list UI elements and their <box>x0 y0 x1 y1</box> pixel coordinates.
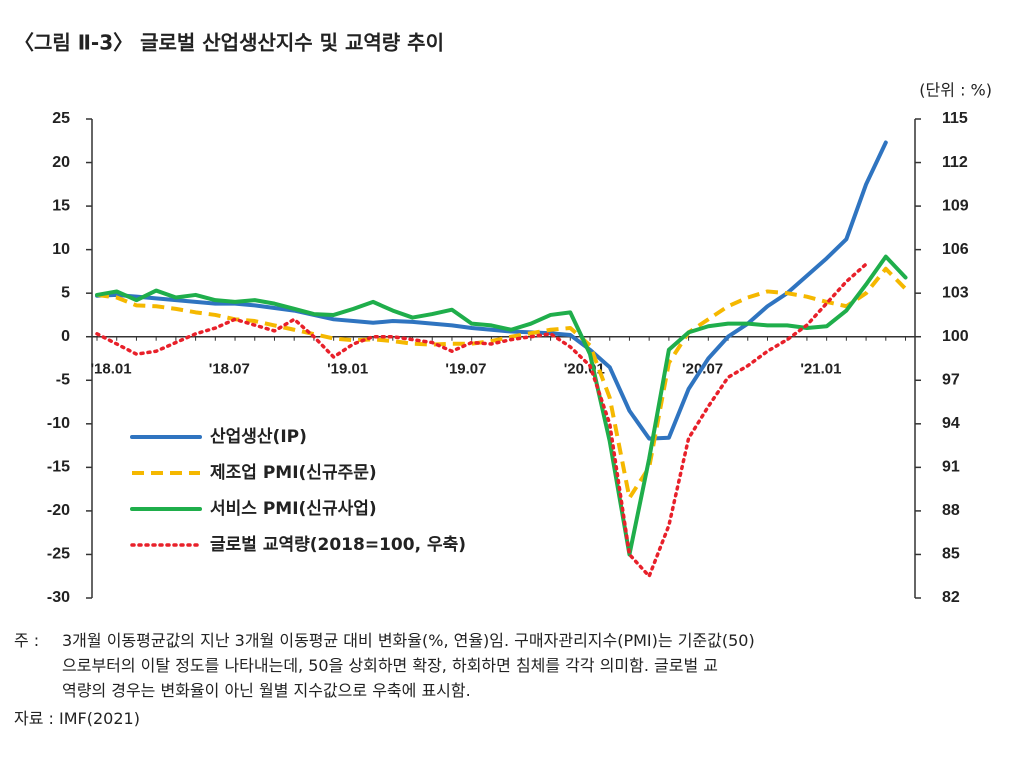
y-tick-label: 20 <box>52 154 70 171</box>
y-tick-label: -20 <box>47 502 70 519</box>
y2-tick-label: 109 <box>942 197 969 214</box>
series-line <box>95 262 868 578</box>
chart: 〈그림 Ⅱ-3〉 글로벌 산업생산지수 및 교역량 추이 (단위 : %) -3… <box>14 31 992 607</box>
legend-label: 글로벌 교역량(2018=100, 우축) <box>210 535 466 555</box>
series-line <box>96 266 907 500</box>
y-tick-label: -15 <box>47 459 70 476</box>
y-tick-label: -30 <box>47 589 70 606</box>
note-label: 주 : <box>14 631 40 650</box>
x-tick-label: '18.07 <box>209 361 250 378</box>
unit-label: (단위 : %) <box>919 81 992 100</box>
y2-tick-label: 82 <box>942 589 960 606</box>
x-tick-label: '19.07 <box>445 361 486 378</box>
x-tick-label: '18.01 <box>90 361 131 378</box>
note-line: 으로부터의 이탈 정도를 나타내는데, 50을 상회하면 확장, 하회하면 침체… <box>62 656 719 675</box>
series-line <box>95 254 908 557</box>
y-tick-label: 25 <box>52 110 70 127</box>
y2-tick-label: 97 <box>942 371 960 388</box>
source: 자료 : IMF(2021) <box>14 709 140 728</box>
note-line: 3개월 이동평균값의 지난 3개월 이동평균 대비 변화율(%, 연율)임. 구… <box>62 631 755 650</box>
y-tick-label: 10 <box>52 241 70 258</box>
y2-tick-label: 112 <box>942 154 968 171</box>
y2-tick-label: 85 <box>942 546 960 563</box>
legend-label: 제조업 PMI(신규주문) <box>210 463 377 483</box>
y-tick-label: -25 <box>47 546 70 563</box>
x-tick-label: '19.01 <box>327 361 368 378</box>
series-line <box>95 140 888 441</box>
x-tick-label: '21.01 <box>800 361 841 378</box>
legend-label: 서비스 PMI(신규사업) <box>210 499 377 519</box>
y2-tick-label: 88 <box>942 502 960 519</box>
y-tick-label: 15 <box>52 197 70 214</box>
y-tick-label: 0 <box>61 328 70 345</box>
y-tick-label: 5 <box>61 284 70 301</box>
y2-tick-label: 103 <box>942 284 969 301</box>
x-tick-label: '20.01 <box>564 361 605 378</box>
y2-tick-label: 115 <box>942 110 968 127</box>
y2-tick-label: 100 <box>942 328 969 345</box>
legend-label: 산업생산(IP) <box>210 427 307 447</box>
chart-title: 〈그림 Ⅱ-3〉 글로벌 산업생산지수 및 교역량 추이 <box>14 31 444 55</box>
y-tick-label: -10 <box>47 415 70 432</box>
y2-tick-label: 106 <box>942 241 969 258</box>
note-line: 역량의 경우는 변화율이 아닌 월별 지수값으로 우축에 표시함. <box>62 681 471 700</box>
y2-tick-label: 91 <box>942 459 960 476</box>
y-tick-label: -5 <box>56 371 70 388</box>
y2-tick-label: 94 <box>942 415 960 432</box>
